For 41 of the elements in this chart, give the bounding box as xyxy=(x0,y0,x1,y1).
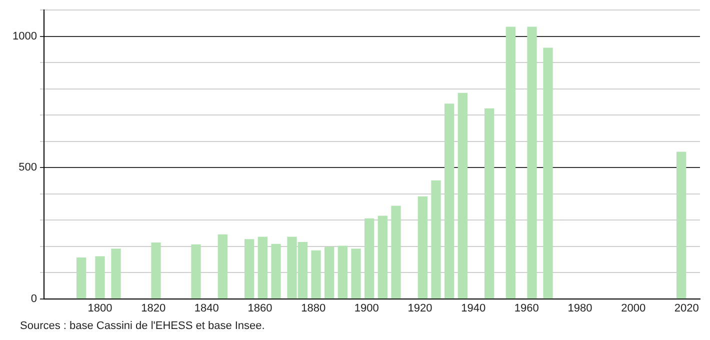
bar xyxy=(338,246,348,299)
x-tick-label: 2000 xyxy=(621,302,646,314)
bar xyxy=(95,256,105,299)
y-tick-label: 0 xyxy=(30,292,37,305)
bar xyxy=(324,246,334,299)
bar xyxy=(418,196,428,299)
bar xyxy=(378,216,388,299)
x-tick-label: 1820 xyxy=(141,302,166,314)
x-tick-label: 1880 xyxy=(301,302,326,314)
bar xyxy=(484,108,494,299)
x-tick-label: 1920 xyxy=(408,302,432,314)
bar xyxy=(431,180,441,299)
x-tick-label: 1800 xyxy=(88,302,112,314)
bar xyxy=(527,26,537,299)
y-tick-label: 1000 xyxy=(12,30,37,42)
bar xyxy=(311,250,321,299)
bar xyxy=(364,218,374,299)
x-tick-label: 1960 xyxy=(514,302,539,314)
bar xyxy=(444,104,454,299)
bar xyxy=(191,244,201,299)
bar xyxy=(351,248,361,299)
y-tick-label: 500 xyxy=(18,162,37,174)
bar xyxy=(271,244,281,299)
x-tick-label: 1980 xyxy=(568,302,592,314)
x-tick-label: 1840 xyxy=(194,302,219,314)
x-tick-label: 1860 xyxy=(248,302,272,314)
x-tick-label: 1900 xyxy=(354,302,379,314)
bar xyxy=(76,258,86,299)
bar xyxy=(151,242,161,299)
x-tick-label: 2020 xyxy=(674,302,699,314)
bar xyxy=(218,234,228,299)
x-tick-label: 1940 xyxy=(461,302,486,314)
bar xyxy=(506,26,516,299)
bar xyxy=(391,206,401,299)
bar xyxy=(676,152,686,299)
bar xyxy=(543,48,553,299)
bar xyxy=(458,92,468,299)
bar xyxy=(111,248,121,299)
source-note: Sources : base Cassini de l'EHESS et base Insee. xyxy=(20,320,266,332)
bar xyxy=(258,236,268,299)
bar xyxy=(244,239,254,299)
